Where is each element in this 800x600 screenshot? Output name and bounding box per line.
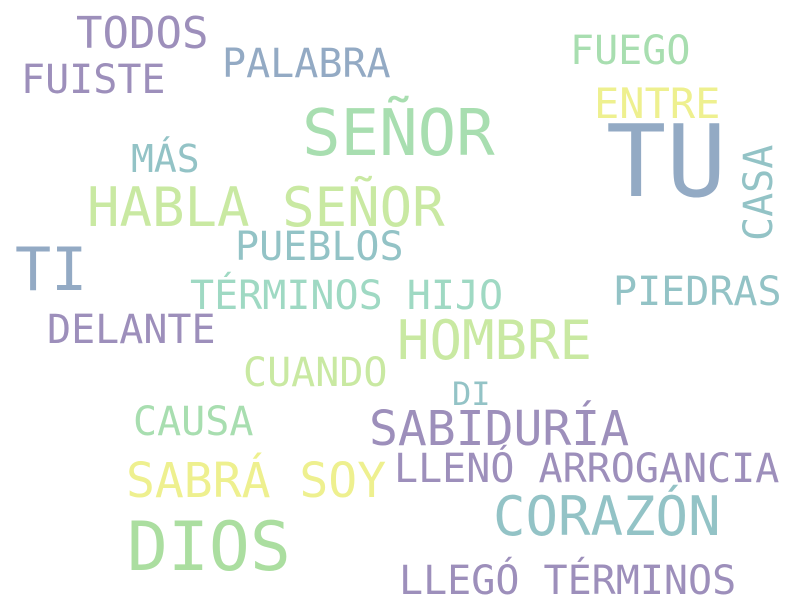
word-habla-senor: HABLA SEÑOR (87, 176, 445, 239)
word-palabra: PALABRA (222, 41, 391, 87)
word-mas: MÁS (131, 137, 200, 181)
word-fuego: FUEGO (570, 28, 691, 74)
word-todos: TODOS (76, 8, 209, 59)
word-lleno-arrogancia: LLENÓ ARROGANCIA (394, 446, 780, 492)
word-piedras: PIEDRAS (613, 269, 782, 315)
word-casa: CASA (736, 144, 782, 241)
word-sabiduria: SABIDURÍA (369, 401, 630, 457)
word-fuiste: FUISTE (21, 57, 166, 103)
word-tu: TU (606, 103, 727, 220)
word-entre: ENTRE (594, 79, 721, 128)
word-terminos-hijo: TÉRMINOS HIJO (190, 273, 504, 319)
word-dios: DIOS (127, 508, 291, 587)
word-causa: CAUSA (133, 399, 254, 445)
word-di: DI (452, 375, 491, 413)
word-senor: SEÑOR (302, 97, 495, 171)
word-delante: DELANTE (47, 307, 216, 353)
word-hombre: HOMBRE (397, 309, 593, 372)
word-sabra-soy: SABRÁ SOY (126, 453, 387, 509)
word-cuando: CUANDO (243, 350, 388, 396)
word-pueblos: PUEBLOS (235, 224, 404, 270)
word-ti: TI (15, 235, 88, 305)
word-corazon: CORAZÓN (493, 485, 721, 548)
word-llego-terminos: LLEGÓ TÉRMINOS (399, 558, 737, 600)
